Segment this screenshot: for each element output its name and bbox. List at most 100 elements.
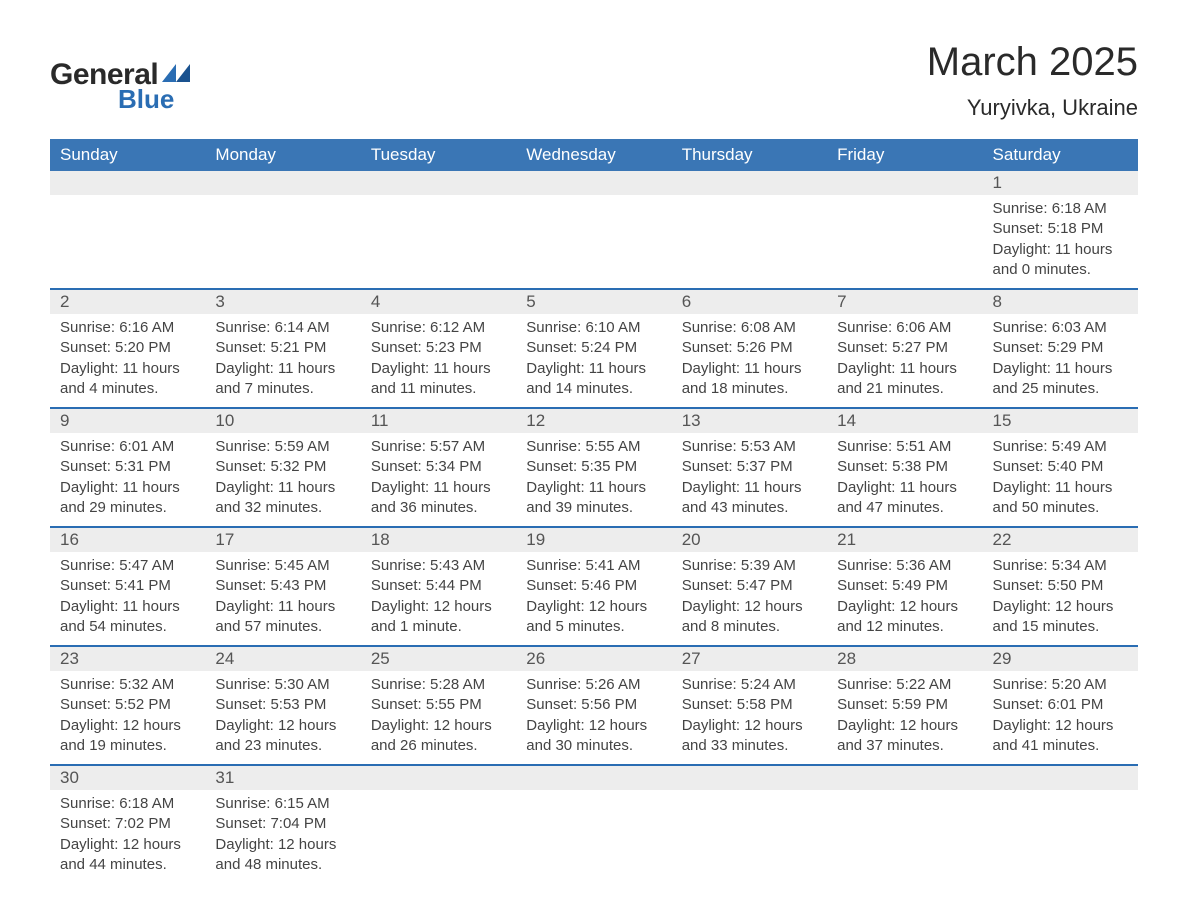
day-number-row: 3031 xyxy=(50,765,1138,790)
day-number-cell xyxy=(361,171,516,195)
day-number-cell: 29 xyxy=(983,646,1138,671)
day-number-cell: 6 xyxy=(672,289,827,314)
day-number-cell: 4 xyxy=(361,289,516,314)
daylight-text-1: Daylight: 11 hours xyxy=(60,478,195,498)
sunset-text: Sunset: 5:34 PM xyxy=(371,457,506,477)
sunset-text: Sunset: 5:31 PM xyxy=(60,457,195,477)
day-detail-row: Sunrise: 5:32 AMSunset: 5:52 PMDaylight:… xyxy=(50,671,1138,765)
day-number-cell xyxy=(672,171,827,195)
day-number-cell: 27 xyxy=(672,646,827,671)
day-number-cell: 7 xyxy=(827,289,982,314)
daylight-text-2: and 23 minutes. xyxy=(215,736,350,756)
day-number-cell xyxy=(50,171,205,195)
sunset-text: Sunset: 7:04 PM xyxy=(215,814,350,834)
daylight-text-2: and 12 minutes. xyxy=(837,617,972,637)
sunrise-text: Sunrise: 5:51 AM xyxy=(837,437,972,457)
day-number-cell: 5 xyxy=(516,289,671,314)
sunrise-text: Sunrise: 5:34 AM xyxy=(993,556,1128,576)
day-number-cell: 31 xyxy=(205,765,360,790)
day-number-cell: 28 xyxy=(827,646,982,671)
day-detail-cell: Sunrise: 6:18 AMSunset: 5:18 PMDaylight:… xyxy=(983,195,1138,289)
day-number-cell: 9 xyxy=(50,408,205,433)
sunrise-text: Sunrise: 6:06 AM xyxy=(837,318,972,338)
weekday-header: Tuesday xyxy=(361,139,516,171)
daylight-text-1: Daylight: 12 hours xyxy=(371,597,506,617)
day-number-cell xyxy=(827,171,982,195)
sunset-text: Sunset: 5:50 PM xyxy=(993,576,1128,596)
daylight-text-1: Daylight: 12 hours xyxy=(215,716,350,736)
sunrise-text: Sunrise: 5:36 AM xyxy=(837,556,972,576)
day-number-cell: 30 xyxy=(50,765,205,790)
sunrise-text: Sunrise: 5:55 AM xyxy=(526,437,661,457)
day-number-cell: 12 xyxy=(516,408,671,433)
sunset-text: Sunset: 5:24 PM xyxy=(526,338,661,358)
sunset-text: Sunset: 5:55 PM xyxy=(371,695,506,715)
day-number-row: 23242526272829 xyxy=(50,646,1138,671)
sunset-text: Sunset: 5:49 PM xyxy=(837,576,972,596)
sunset-text: Sunset: 5:26 PM xyxy=(682,338,817,358)
sunset-text: Sunset: 5:38 PM xyxy=(837,457,972,477)
sunrise-text: Sunrise: 5:47 AM xyxy=(60,556,195,576)
sunrise-text: Sunrise: 6:18 AM xyxy=(60,794,195,814)
sunset-text: Sunset: 5:58 PM xyxy=(682,695,817,715)
sunset-text: Sunset: 5:35 PM xyxy=(526,457,661,477)
daylight-text-1: Daylight: 11 hours xyxy=(60,359,195,379)
day-detail-cell: Sunrise: 5:30 AMSunset: 5:53 PMDaylight:… xyxy=(205,671,360,765)
day-detail-cell: Sunrise: 5:45 AMSunset: 5:43 PMDaylight:… xyxy=(205,552,360,646)
daylight-text-1: Daylight: 11 hours xyxy=(837,359,972,379)
sunset-text: Sunset: 5:21 PM xyxy=(215,338,350,358)
day-number-cell: 18 xyxy=(361,527,516,552)
day-detail-row: Sunrise: 6:18 AMSunset: 5:18 PMDaylight:… xyxy=(50,195,1138,289)
sunset-text: Sunset: 5:40 PM xyxy=(993,457,1128,477)
daylight-text-2: and 7 minutes. xyxy=(215,379,350,399)
day-detail-cell xyxy=(983,790,1138,883)
daylight-text-1: Daylight: 12 hours xyxy=(682,597,817,617)
sunrise-text: Sunrise: 6:08 AM xyxy=(682,318,817,338)
daylight-text-2: and 11 minutes. xyxy=(371,379,506,399)
daylight-text-2: and 5 minutes. xyxy=(526,617,661,637)
daylight-text-1: Daylight: 11 hours xyxy=(682,478,817,498)
day-detail-cell xyxy=(672,195,827,289)
sunset-text: Sunset: 5:47 PM xyxy=(682,576,817,596)
sunset-text: Sunset: 5:23 PM xyxy=(371,338,506,358)
logo: General Blue xyxy=(50,58,190,115)
weekday-header: Monday xyxy=(205,139,360,171)
daylight-text-1: Daylight: 12 hours xyxy=(526,716,661,736)
day-detail-cell: Sunrise: 6:03 AMSunset: 5:29 PMDaylight:… xyxy=(983,314,1138,408)
sunset-text: Sunset: 5:37 PM xyxy=(682,457,817,477)
daylight-text-1: Daylight: 12 hours xyxy=(526,597,661,617)
day-number-cell: 19 xyxy=(516,527,671,552)
day-detail-cell: Sunrise: 5:20 AMSunset: 6:01 PMDaylight:… xyxy=(983,671,1138,765)
day-detail-cell: Sunrise: 5:36 AMSunset: 5:49 PMDaylight:… xyxy=(827,552,982,646)
day-number-cell: 15 xyxy=(983,408,1138,433)
sunrise-text: Sunrise: 6:18 AM xyxy=(993,199,1128,219)
daylight-text-1: Daylight: 11 hours xyxy=(682,359,817,379)
daylight-text-2: and 41 minutes. xyxy=(993,736,1128,756)
daylight-text-1: Daylight: 12 hours xyxy=(60,835,195,855)
calendar-table: Sunday Monday Tuesday Wednesday Thursday… xyxy=(50,139,1138,883)
sunrise-text: Sunrise: 6:12 AM xyxy=(371,318,506,338)
day-detail-cell: Sunrise: 5:28 AMSunset: 5:55 PMDaylight:… xyxy=(361,671,516,765)
day-number-row: 2345678 xyxy=(50,289,1138,314)
day-detail-row: Sunrise: 6:01 AMSunset: 5:31 PMDaylight:… xyxy=(50,433,1138,527)
day-detail-row: Sunrise: 6:16 AMSunset: 5:20 PMDaylight:… xyxy=(50,314,1138,408)
day-number-row: 9101112131415 xyxy=(50,408,1138,433)
day-number-cell: 17 xyxy=(205,527,360,552)
weekday-header: Thursday xyxy=(672,139,827,171)
day-number-cell: 20 xyxy=(672,527,827,552)
daylight-text-1: Daylight: 11 hours xyxy=(371,478,506,498)
daylight-text-2: and 0 minutes. xyxy=(993,260,1128,280)
sunrise-text: Sunrise: 6:10 AM xyxy=(526,318,661,338)
sunset-text: Sunset: 5:56 PM xyxy=(526,695,661,715)
day-detail-cell: Sunrise: 6:12 AMSunset: 5:23 PMDaylight:… xyxy=(361,314,516,408)
sunrise-text: Sunrise: 6:16 AM xyxy=(60,318,195,338)
daylight-text-2: and 26 minutes. xyxy=(371,736,506,756)
sunrise-text: Sunrise: 5:26 AM xyxy=(526,675,661,695)
day-detail-cell: Sunrise: 5:49 AMSunset: 5:40 PMDaylight:… xyxy=(983,433,1138,527)
day-detail-cell: Sunrise: 6:06 AMSunset: 5:27 PMDaylight:… xyxy=(827,314,982,408)
day-number-cell: 13 xyxy=(672,408,827,433)
sunset-text: Sunset: 6:01 PM xyxy=(993,695,1128,715)
day-detail-cell xyxy=(516,195,671,289)
sunset-text: Sunset: 5:43 PM xyxy=(215,576,350,596)
sunset-text: Sunset: 7:02 PM xyxy=(60,814,195,834)
